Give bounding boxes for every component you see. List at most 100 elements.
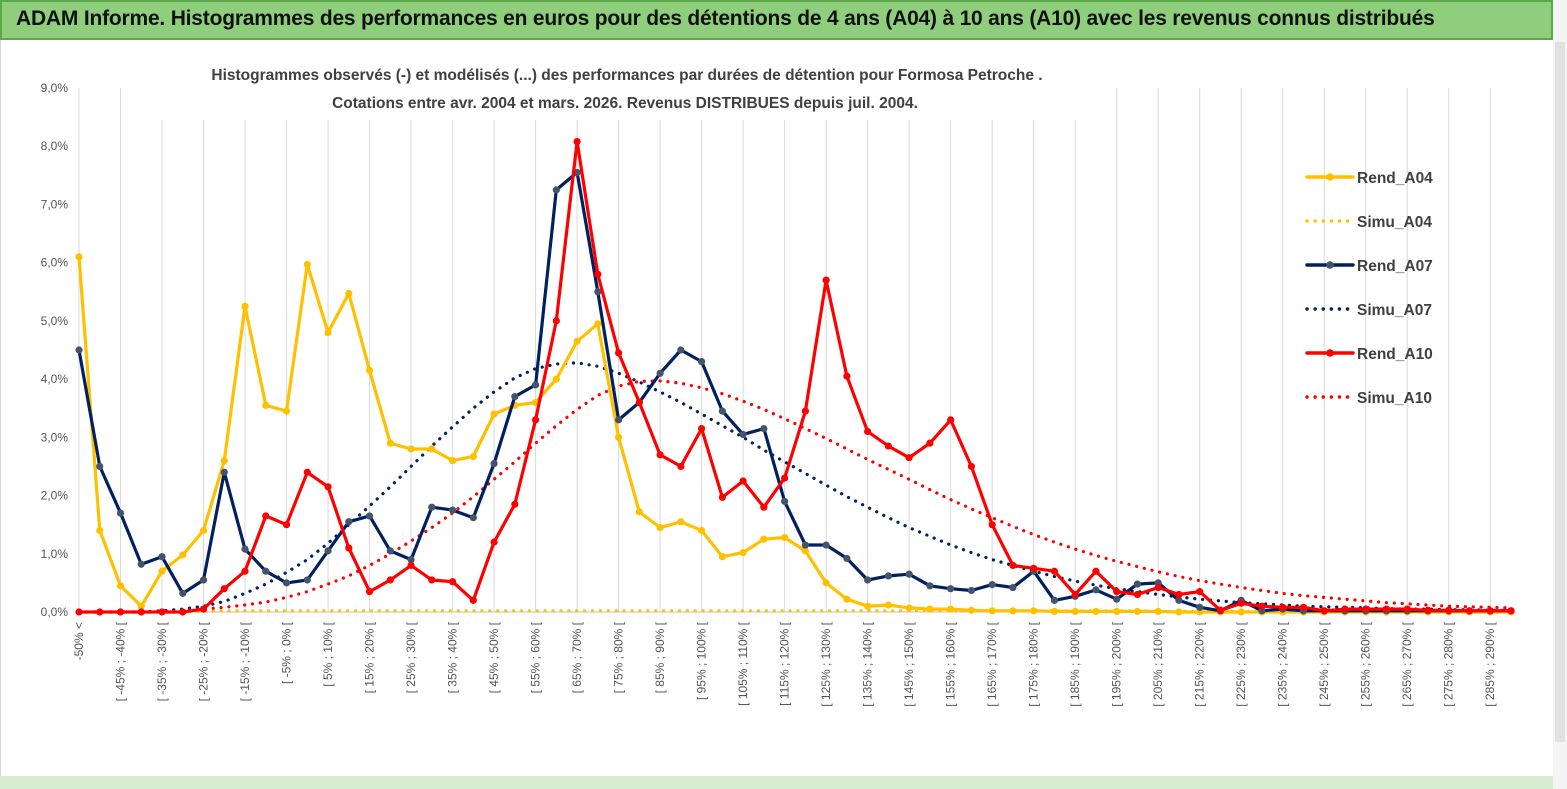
- data-point-Rend_A10: [96, 608, 104, 616]
- data-point-Rend_A04: [365, 366, 374, 374]
- data-point-Rend_A07: [1175, 596, 1183, 604]
- y-axis-ticks: 0,0% 1,0% 2,0% 3,0% 4,0% 5,0% 6,0% 7,0% 8,0% 9,0%: [41, 81, 69, 619]
- data-point-Rend_A10: [1154, 583, 1162, 592]
- data-point-Rend_A07: [718, 407, 726, 415]
- y-tick-label: 9,0%: [41, 81, 69, 95]
- data-point-Rend_A04: [220, 457, 228, 465]
- x-tick-label: [ 45% ; 50% [: [487, 621, 501, 693]
- data-point-Rend_A07: [137, 560, 145, 568]
- x-tick-label: [ 235% ; 240% [: [1276, 621, 1290, 706]
- data-point-Rend_A07: [490, 459, 498, 468]
- data-point-Rend_A10: [469, 596, 477, 604]
- x-tick-label: [ -45% ; -40% [: [114, 621, 128, 701]
- data-point-Rend_A10: [428, 576, 436, 584]
- data-point-Rend_A04: [1009, 607, 1017, 615]
- x-tick-label: [ 215% ; 220% [: [1193, 621, 1207, 706]
- x-tick-label: [ 5% ; 10% [: [321, 621, 335, 686]
- x-tick-label: [ 15% ; 20% [: [363, 621, 377, 693]
- data-point-Rend_A04: [1113, 607, 1121, 616]
- data-point-Rend_A07: [220, 468, 228, 476]
- data-point-Rend_A10: [1030, 564, 1038, 572]
- data-point-Rend_A07: [926, 582, 934, 590]
- data-point-Rend_A04: [1071, 607, 1079, 616]
- x-tick-label: [ 165% ; 170% [: [985, 621, 999, 706]
- data-point-Rend_A10: [199, 605, 208, 613]
- data-point-Rend_A04: [947, 605, 955, 613]
- data-point-Rend_A10: [116, 608, 125, 616]
- data-point-Rend_A07: [781, 497, 789, 505]
- x-tick-label: [ 125% ; 130% [: [819, 621, 833, 706]
- series-line-Rend_A07: [77, 170, 1513, 613]
- legend-marker-Rend_A04: [1326, 173, 1334, 181]
- data-point-Rend_A04: [241, 302, 249, 310]
- data-point-Rend_A10: [137, 608, 145, 616]
- data-point-Rend_A07: [428, 503, 436, 511]
- x-tick-label: [ 145% ; 150% [: [902, 621, 916, 706]
- data-point-Rend_A10: [1196, 588, 1204, 596]
- x-tick-label: [ 175% ; 180% [: [1027, 621, 1041, 706]
- data-point-Rend_A04: [1133, 607, 1142, 616]
- data-point-Rend_A10: [635, 398, 643, 406]
- data-point-Rend_A04: [407, 445, 415, 453]
- scrollbar-thumb[interactable]: [1555, 42, 1565, 742]
- data-point-Rend_A07: [75, 346, 83, 354]
- x-tick-label: [ 105% ; 110% [: [736, 621, 750, 705]
- data-point-Rend_A07: [822, 541, 830, 549]
- data-point-Rend_A07: [1009, 583, 1017, 592]
- x-tick-label: [ -5% ; 0% [: [280, 621, 294, 684]
- data-point-Rend_A07: [241, 545, 249, 553]
- data-point-Rend_A10: [1507, 607, 1515, 615]
- data-point-Rend_A10: [614, 349, 623, 357]
- data-point-Rend_A10: [677, 462, 685, 471]
- data-point-Rend_A04: [1030, 607, 1038, 615]
- data-point-Rend_A10: [1362, 605, 1370, 613]
- data-point-Rend_A04: [303, 260, 311, 269]
- page-title: ADAM Informe. Histogrammes des performan…: [16, 7, 1435, 30]
- x-tick-label: [ 95% ; 100% [: [695, 621, 709, 700]
- data-point-Rend_A04: [282, 407, 291, 415]
- data-point-Rend_A10: [1445, 606, 1453, 614]
- data-point-Rend_A07: [179, 589, 187, 597]
- series-line-Simu_A07: [77, 361, 1513, 614]
- data-point-Rend_A04: [801, 547, 809, 555]
- legend-label-Simu_A04: Simu_A04: [1357, 214, 1432, 231]
- x-tick-label: [ 255% ; 260% [: [1359, 621, 1373, 706]
- x-tick-label: [ 115% ; 120% [: [778, 621, 792, 705]
- data-point-Rend_A07: [656, 369, 664, 377]
- data-point-Rend_A10: [1320, 607, 1328, 615]
- data-point-Rend_A10: [241, 567, 249, 575]
- data-point-Rend_A04: [843, 595, 851, 603]
- legend-label-Rend_A10: Rend_A10: [1357, 346, 1433, 363]
- x-tick-label: [ 35% ; 40% [: [446, 621, 460, 693]
- data-point-Rend_A04: [1154, 607, 1162, 616]
- data-point-Rend_A04: [573, 337, 581, 345]
- y-tick-label: 7,0%: [41, 197, 69, 211]
- data-point-Rend_A04: [324, 328, 332, 337]
- data-point-Rend_A07: [448, 506, 457, 514]
- data-point-Rend_A07: [1092, 586, 1100, 594]
- x-tick-label: [ 185% ; 190% [: [1068, 621, 1082, 706]
- data-point-Rend_A04: [137, 602, 145, 610]
- data-point-Rend_A04: [926, 605, 934, 613]
- x-tick-label: [ 65% ; 70% [: [570, 621, 584, 693]
- y-tick-label: 4,0%: [41, 372, 69, 386]
- data-point-Rend_A07: [967, 586, 976, 595]
- chart-series: [75, 137, 1515, 616]
- data-point-Rend_A10: [75, 608, 83, 616]
- data-point-Rend_A04: [158, 567, 166, 575]
- y-tick-label: 1,0%: [41, 547, 69, 561]
- data-point-Rend_A07: [864, 576, 872, 584]
- data-point-Rend_A10: [967, 462, 976, 471]
- data-point-Rend_A07: [1196, 603, 1204, 611]
- chart-gridlines: [78, 88, 1491, 612]
- data-point-Rend_A10: [490, 538, 498, 546]
- series-line-Rend_A04: [77, 255, 1513, 614]
- legend-label-Simu_A10: Simu_A10: [1357, 390, 1432, 407]
- data-point-Rend_A07: [386, 547, 394, 555]
- data-point-Rend_A10: [1424, 606, 1432, 614]
- data-point-Rend_A10: [262, 512, 270, 520]
- data-point-Rend_A10: [365, 588, 374, 596]
- data-point-Rend_A04: [905, 604, 913, 612]
- header-banner: ADAM Informe. Histogrammes des performan…: [0, 0, 1553, 40]
